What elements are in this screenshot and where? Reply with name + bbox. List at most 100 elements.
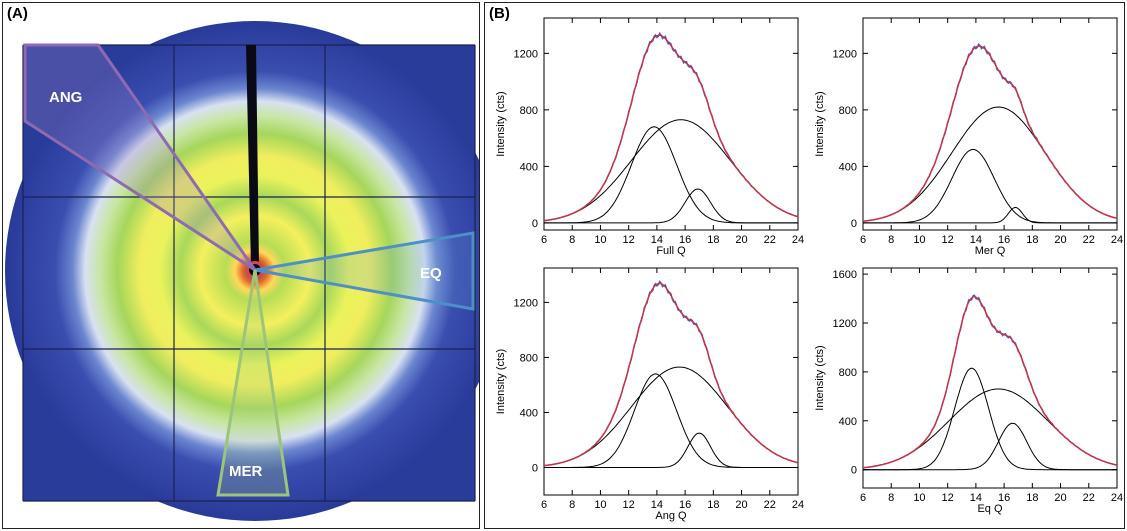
- plot-area: [544, 31, 798, 224]
- y-tick-label: 1200: [833, 48, 857, 60]
- x-tick-label: 18: [1026, 492, 1038, 504]
- x-tick-label: 10: [594, 234, 606, 246]
- y-tick-label: 1600: [833, 269, 857, 281]
- component-peak-2: [544, 119, 798, 222]
- plot-frame: [543, 17, 799, 231]
- component-peak-3: [544, 432, 798, 468]
- y-tick-label: 0: [532, 218, 538, 230]
- ang-sector: [23, 43, 257, 272]
- diffraction-image: ANG EQ MER: [5, 21, 479, 521]
- x-tick-label: 24: [792, 234, 804, 246]
- ang-label: ANG: [49, 89, 82, 106]
- x-tick-label: 6: [541, 499, 547, 511]
- x-tick-label: 8: [888, 492, 894, 504]
- x-axis-title: Full Q: [656, 245, 686, 257]
- y-tick-label: 400: [839, 161, 857, 173]
- x-tick-label: 22: [764, 499, 776, 511]
- eq-sector: [254, 231, 475, 311]
- x-tick-label: 18: [707, 499, 719, 511]
- x-tick-label: 14: [970, 492, 982, 504]
- y-tick-label: 800: [839, 105, 857, 117]
- component-peak-3: [544, 188, 798, 224]
- x-tick-label: 22: [764, 234, 776, 246]
- fit-series: [544, 282, 798, 467]
- x-tick-label: 16: [998, 492, 1010, 504]
- component-peak-3: [863, 206, 1117, 224]
- mer-label: MER: [229, 463, 263, 480]
- fit-series: [863, 295, 1117, 469]
- y-tick-label: 800: [520, 105, 538, 117]
- x-tick-label: 14: [651, 499, 663, 511]
- plot-area: [863, 42, 1117, 224]
- y-tick-label: 800: [520, 352, 538, 364]
- chart-1: 6 8 10 12 14 16 18 20 22 24 0 400 800 1200 Full Q Inten…: [495, 17, 804, 257]
- component-peak-2: [863, 106, 1117, 222]
- x-tick-label: 12: [942, 234, 954, 246]
- x-axis-title: Eq Q: [977, 503, 1003, 515]
- x-tick-label: 6: [860, 234, 866, 246]
- x-tick-label: 8: [888, 234, 894, 246]
- x-tick-label: 20: [735, 499, 747, 511]
- x-tick-label: 20: [1054, 234, 1066, 246]
- x-tick-label: 10: [594, 499, 606, 511]
- x-tick-label: 24: [1111, 492, 1123, 504]
- y-tick-label: 0: [532, 462, 538, 474]
- x-tick-label: 10: [913, 492, 925, 504]
- y-axis-title: Intensity (cts): [814, 345, 826, 410]
- x-tick-label: 12: [623, 234, 635, 246]
- x-tick-label: 10: [913, 234, 925, 246]
- x-tick-label: 18: [707, 234, 719, 246]
- x-axis-title: Ang Q: [655, 510, 687, 522]
- plot-frame: [862, 267, 1118, 489]
- y-tick-label: 0: [851, 218, 857, 230]
- x-tick-label: 8: [569, 499, 575, 511]
- y-axis-title: Intensity (cts): [495, 91, 507, 156]
- x-tick-label: 12: [942, 492, 954, 504]
- fit-series: [544, 34, 798, 222]
- chart-2: 6 8 10 12 14 16 18 20 22 24 0 400 800 1200 Mer Q Intens…: [814, 17, 1123, 257]
- data-series: [544, 280, 798, 467]
- beamstop-arm: [246, 45, 259, 267]
- x-tick-label: 6: [860, 492, 866, 504]
- x-tick-label: 16: [679, 499, 691, 511]
- y-tick-label: 800: [839, 367, 857, 379]
- x-tick-label: 24: [792, 499, 804, 511]
- component-peak-1: [863, 367, 1117, 471]
- x-tick-label: 22: [1083, 492, 1095, 504]
- x-tick-label: 20: [735, 234, 747, 246]
- plot-area: [544, 280, 798, 468]
- fit-series: [863, 45, 1117, 222]
- x-tick-label: 14: [651, 234, 663, 246]
- x-tick-label: 14: [970, 234, 982, 246]
- y-tick-label: 400: [839, 416, 857, 428]
- chart-4: 6 8 10 12 14 16 18 20 22 24 0 400 800 1200 1600 Eq Q Int…: [814, 267, 1123, 515]
- y-tick-label: 400: [520, 161, 538, 173]
- panel-b-label: (B): [489, 5, 510, 22]
- data-series: [863, 42, 1117, 222]
- scattering-rings: [5, 21, 479, 521]
- component-peak-2: [544, 366, 798, 467]
- eq-label: EQ: [420, 265, 442, 282]
- chart-3: 6 8 10 12 14 16 18 20 22 24 0 400 800 1200 Ang Q Intens…: [495, 267, 804, 522]
- x-tick-label: 12: [623, 499, 635, 511]
- component-peak-1: [544, 373, 798, 468]
- x-tick-label: 24: [1111, 234, 1123, 246]
- y-tick-label: 400: [520, 407, 538, 419]
- x-axis-title: Mer Q: [975, 245, 1006, 257]
- y-tick-label: 1200: [514, 48, 538, 60]
- y-tick-label: 0: [851, 465, 857, 477]
- x-tick-label: 16: [679, 234, 691, 246]
- plot-frame: [862, 17, 1118, 231]
- y-tick-label: 1200: [833, 318, 857, 330]
- data-series: [544, 31, 798, 222]
- x-tick-label: 6: [541, 234, 547, 246]
- x-tick-label: 18: [1026, 234, 1038, 246]
- plot-area: [863, 294, 1117, 471]
- panel-a: ANG EQ MER (A): [2, 2, 480, 529]
- plot-frame: [543, 267, 799, 496]
- component-peak-3: [863, 422, 1117, 471]
- x-tick-label: 8: [569, 234, 575, 246]
- panel-a-label: (A): [7, 5, 28, 22]
- component-peak-1: [863, 148, 1117, 224]
